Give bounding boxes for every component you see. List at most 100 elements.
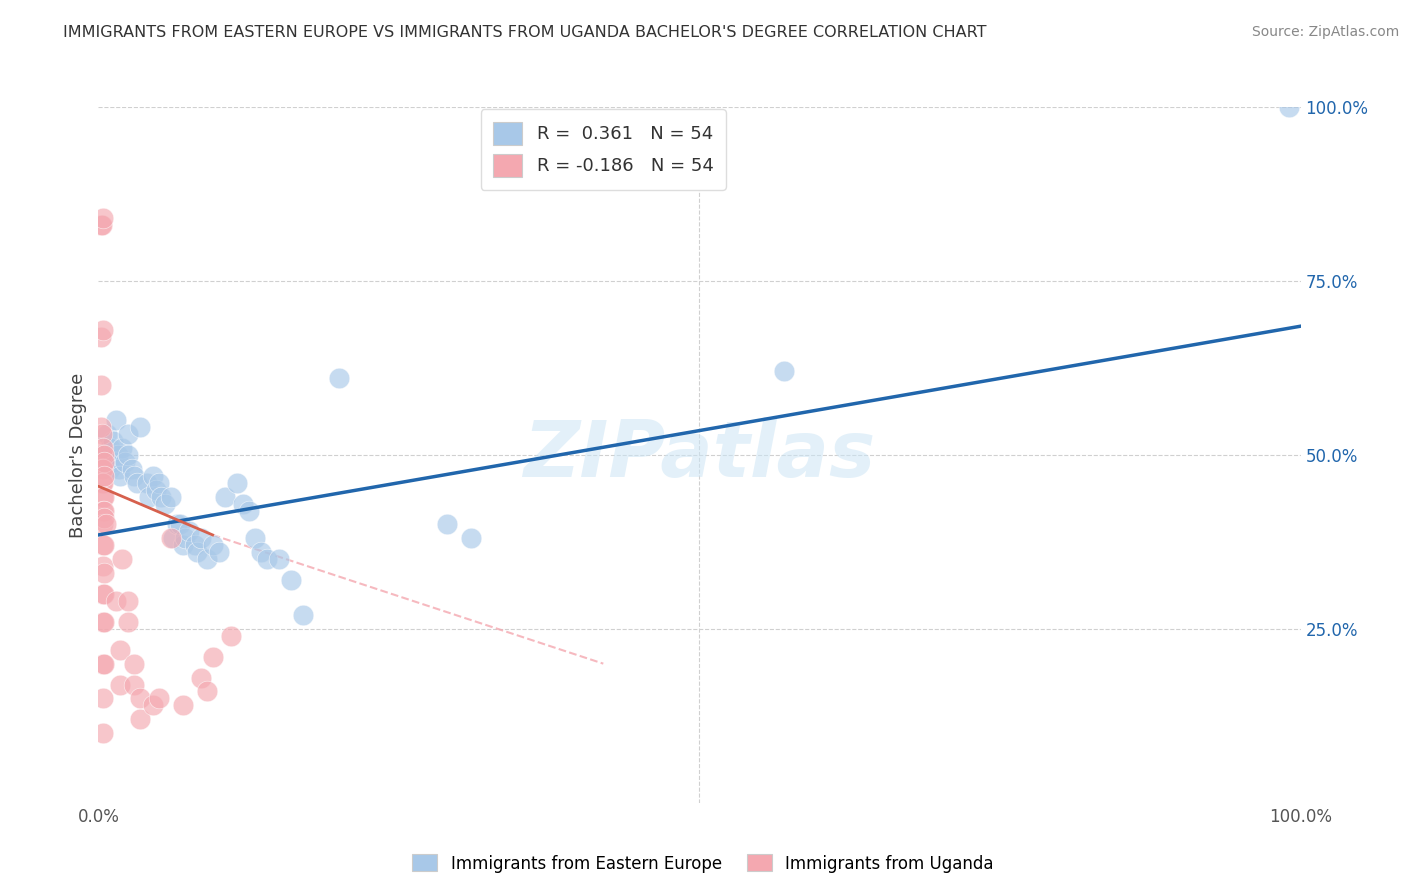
Point <box>91 448 114 462</box>
Point <box>129 420 152 434</box>
Point <box>243 532 266 546</box>
Point <box>172 538 194 552</box>
Point <box>328 371 350 385</box>
Point <box>148 475 170 490</box>
Point <box>172 698 194 713</box>
Point <box>195 684 218 698</box>
Point <box>256 552 278 566</box>
Point <box>124 657 146 671</box>
Y-axis label: Bachelor's Degree: Bachelor's Degree <box>69 372 87 538</box>
Point <box>174 532 197 546</box>
Point <box>177 524 200 539</box>
Point <box>1277 100 1299 114</box>
Point <box>97 455 120 469</box>
Point <box>91 211 114 226</box>
Point <box>90 329 112 343</box>
Point <box>108 462 131 476</box>
Point <box>91 462 114 476</box>
Point <box>107 448 129 462</box>
Point <box>166 517 188 532</box>
Point <box>100 462 122 476</box>
Point <box>125 475 148 490</box>
Point <box>93 448 115 462</box>
Point <box>91 538 114 552</box>
Point <box>91 427 114 442</box>
Point <box>772 364 794 378</box>
Point <box>291 607 314 622</box>
Point <box>135 475 157 490</box>
Point <box>162 532 184 546</box>
Point <box>100 448 122 462</box>
Point <box>232 497 254 511</box>
Point <box>460 532 482 546</box>
Point <box>190 671 212 685</box>
Point <box>149 490 172 504</box>
Point <box>225 475 247 490</box>
Point <box>91 517 114 532</box>
Legend: R =  0.361   N = 54, R = -0.186   N = 54: R = 0.361 N = 54, R = -0.186 N = 54 <box>481 109 725 190</box>
Point <box>141 698 163 713</box>
Point <box>91 441 114 455</box>
Text: ZIPatlas: ZIPatlas <box>523 417 876 493</box>
Point <box>117 427 139 442</box>
Point <box>195 552 218 566</box>
Point <box>93 448 115 462</box>
Point <box>91 615 114 629</box>
Point <box>280 573 302 587</box>
Point <box>91 475 114 490</box>
Point <box>138 490 160 504</box>
Point <box>93 657 115 671</box>
Point <box>91 462 114 476</box>
Point <box>93 615 115 629</box>
Point <box>91 587 114 601</box>
Point <box>114 455 136 469</box>
Point <box>159 532 181 546</box>
Point <box>124 468 146 483</box>
Point <box>108 677 131 691</box>
Point <box>90 378 112 392</box>
Point <box>201 538 224 552</box>
Point <box>93 490 115 504</box>
Point <box>159 490 181 504</box>
Point <box>91 691 114 706</box>
Point <box>96 427 118 442</box>
Point <box>208 545 231 559</box>
Point <box>201 649 224 664</box>
Point <box>103 455 125 469</box>
Point <box>267 552 290 566</box>
Point <box>91 490 114 504</box>
Point <box>111 441 134 455</box>
Point <box>249 545 271 559</box>
Point <box>91 559 114 574</box>
Point <box>169 517 191 532</box>
Text: Source: ZipAtlas.com: Source: ZipAtlas.com <box>1251 25 1399 39</box>
Point <box>101 434 124 448</box>
Point <box>111 552 134 566</box>
Point <box>214 490 236 504</box>
Point <box>153 497 176 511</box>
Point <box>141 468 163 483</box>
Point <box>91 726 114 740</box>
Point <box>117 594 139 608</box>
Point <box>90 420 112 434</box>
Point <box>93 538 115 552</box>
Point <box>90 219 112 233</box>
Legend: Immigrants from Eastern Europe, Immigrants from Uganda: Immigrants from Eastern Europe, Immigran… <box>406 847 1000 880</box>
Point <box>91 323 114 337</box>
Point <box>436 517 458 532</box>
Point <box>117 615 139 629</box>
Point <box>148 691 170 706</box>
Point <box>94 517 117 532</box>
Point <box>145 483 167 497</box>
Point <box>121 462 143 476</box>
Point <box>100 441 122 455</box>
Point <box>91 503 114 517</box>
Point <box>108 468 131 483</box>
Point <box>238 503 260 517</box>
Point <box>91 475 114 490</box>
Point <box>190 532 212 546</box>
Point <box>219 629 242 643</box>
Point <box>183 538 205 552</box>
Point <box>129 712 152 726</box>
Text: IMMIGRANTS FROM EASTERN EUROPE VS IMMIGRANTS FROM UGANDA BACHELOR'S DEGREE CORRE: IMMIGRANTS FROM EASTERN EUROPE VS IMMIGR… <box>63 25 987 40</box>
